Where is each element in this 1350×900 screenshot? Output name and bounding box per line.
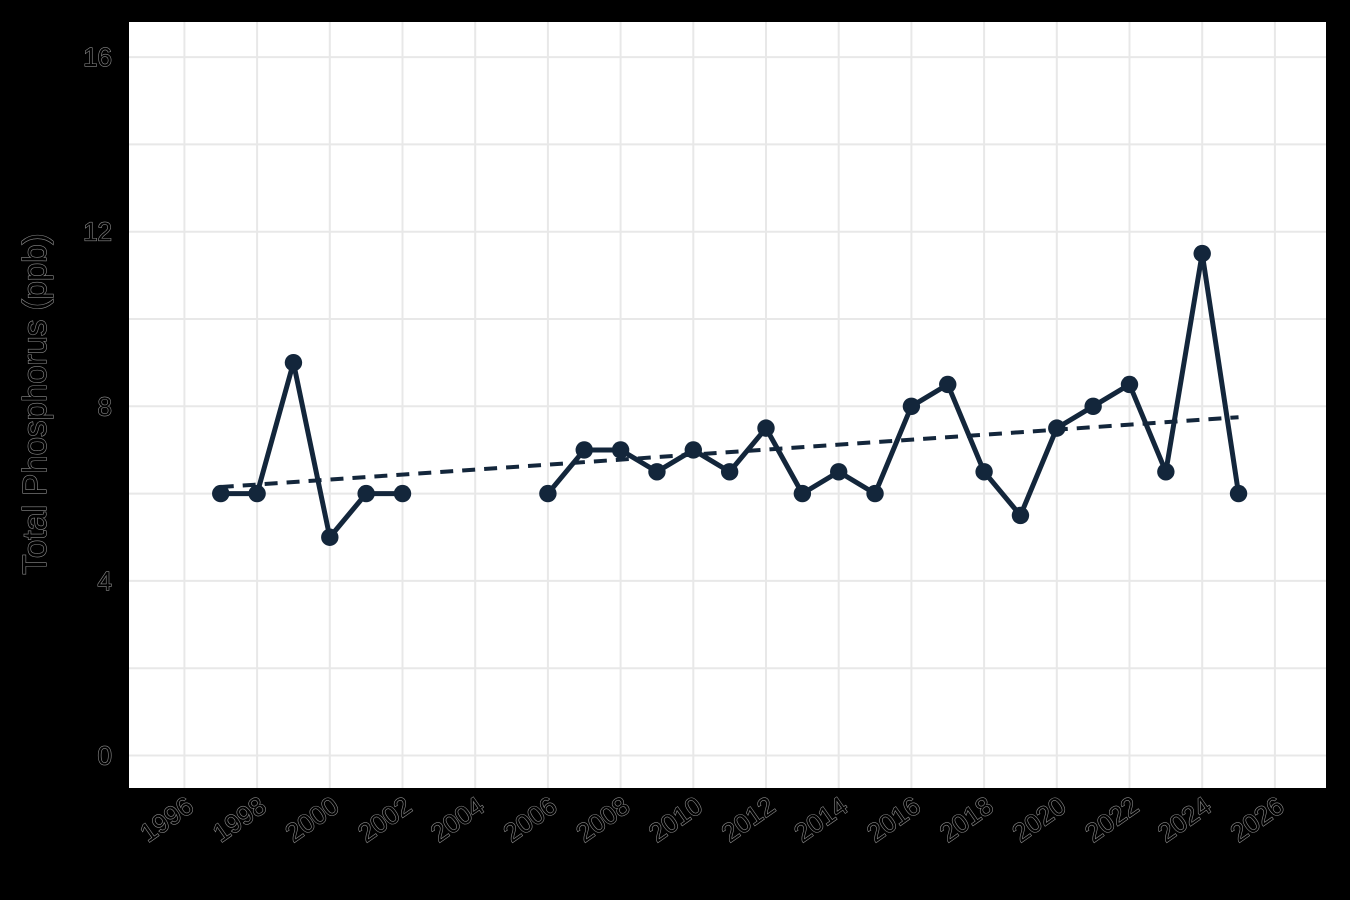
x-tick-label: 2014 (789, 790, 854, 848)
data-point (866, 484, 884, 503)
data-point (1011, 506, 1030, 525)
y-tick-label: 8 (98, 391, 112, 421)
data-point (611, 441, 630, 459)
plot-area (129, 22, 1326, 788)
trend-line (220, 415, 1239, 490)
y-axis-title: Total Phosphorus (ppb) (16, 233, 53, 574)
x-tick-label: 2002 (352, 790, 417, 848)
data-point (357, 484, 375, 503)
x-tick-label: 2020 (1007, 790, 1072, 848)
y-tick-label: 0 (98, 741, 112, 771)
data-point (393, 484, 412, 503)
data-point (684, 441, 702, 459)
x-tick-label: 2016 (861, 790, 926, 848)
data-point (793, 484, 812, 503)
x-tick-label: 2022 (1079, 790, 1144, 848)
data-point (939, 375, 957, 394)
x-axis-labels: 1996 1998 2000 2002 2004 2006 2008 2010 2012 2014… (134, 790, 1290, 849)
data-point (757, 419, 775, 437)
data-point (248, 484, 266, 503)
x-tick-label: 1996 (134, 790, 199, 848)
data-point (902, 397, 921, 415)
data-point (1157, 463, 1175, 481)
x-tick-label: 1998 (207, 790, 272, 848)
x-tick-label: 2000 (280, 790, 345, 848)
y-axis-labels: 0 4 8 12 16 (82, 41, 112, 771)
data-series (212, 244, 1248, 546)
x-tick-label: 2012 (716, 790, 781, 848)
x-tick-label: 2010 (643, 790, 708, 848)
x-tick-label: 2006 (498, 790, 563, 848)
data-point (284, 353, 303, 372)
data-point (1193, 244, 1211, 263)
x-tick-label: 2018 (934, 790, 999, 848)
gridlines (129, 22, 1326, 788)
data-point (539, 484, 557, 503)
y-tick-label: 4 (98, 566, 112, 596)
data-point (1120, 375, 1139, 394)
x-tick-label: 2024 (1152, 790, 1217, 848)
x-tick-label: 2026 (1225, 790, 1290, 848)
data-point (1048, 419, 1066, 437)
data-point (1084, 397, 1102, 415)
data-point (720, 463, 739, 481)
x-tick-label: 2008 (570, 790, 635, 848)
y-tick-label: 12 (83, 217, 112, 247)
data-point (975, 463, 993, 481)
y-tick-label: 16 (83, 42, 112, 72)
data-point (321, 528, 339, 546)
x-tick-label: 2004 (425, 790, 490, 848)
data-point (648, 463, 666, 481)
data-point (830, 463, 848, 481)
data-point (575, 441, 593, 459)
data-point (1229, 484, 1248, 503)
data-point (212, 484, 230, 503)
